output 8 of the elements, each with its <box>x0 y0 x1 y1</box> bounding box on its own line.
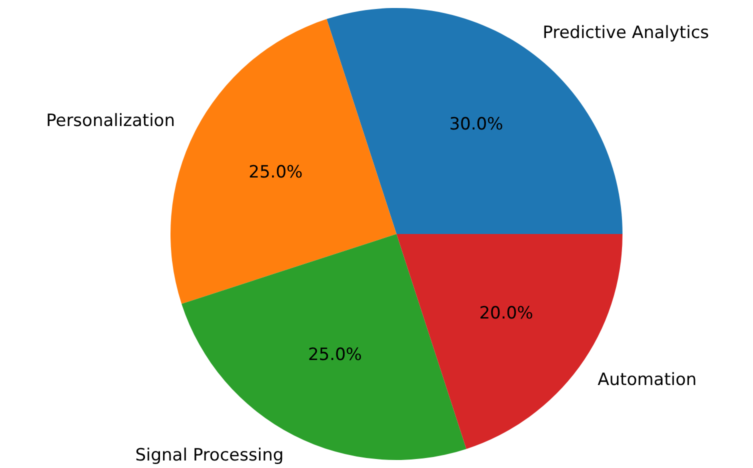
slice-label: Predictive Analytics <box>542 22 710 43</box>
slice-label: Automation <box>598 370 697 390</box>
data-label: 25.0% <box>308 344 362 365</box>
slice-label: Signal Processing <box>135 446 284 466</box>
data-label: 25.0% <box>248 162 303 182</box>
data-label: 20.0% <box>479 304 534 324</box>
data-label: 30.0% <box>449 114 504 134</box>
slice-label: Personalization <box>46 111 175 132</box>
